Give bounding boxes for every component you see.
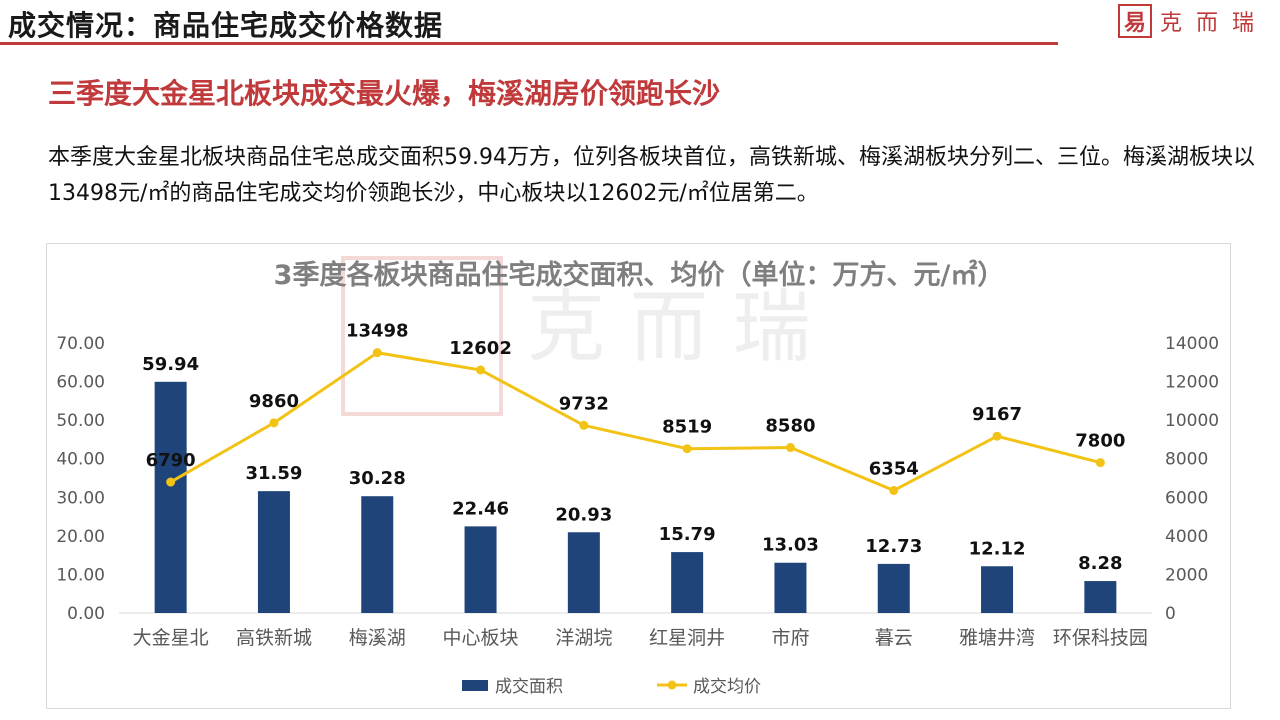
bar-value-label: 12.12 [969, 538, 1026, 559]
bar [774, 562, 807, 613]
price-line [169, 351, 1101, 492]
watermark-seal-icon [341, 256, 503, 416]
price-point [785, 443, 795, 453]
bar-value-label: 59.94 [142, 354, 199, 375]
price-point [372, 348, 382, 358]
y-right-tick-label: 4000 [1165, 527, 1208, 547]
legend-line-marker [667, 680, 677, 690]
price-value-label: 9167 [972, 404, 1022, 425]
bar-value-label: 8.28 [1078, 553, 1122, 574]
y-right-tick-label: 6000 [1165, 488, 1208, 508]
bar-value-label: 22.46 [452, 498, 509, 519]
bar [981, 566, 1014, 613]
x-tick-label: 高铁新城 [236, 627, 312, 649]
y-left-tick-label: 20.00 [56, 527, 105, 547]
y-right-tick-label: 2000 [1165, 565, 1208, 585]
price-value-label: 12602 [449, 338, 512, 359]
y-left-tick-label: 0.00 [67, 604, 105, 624]
price-point [166, 477, 176, 487]
price-point [889, 485, 899, 495]
price-point [992, 431, 1002, 441]
y-right-tick-label: 12000 [1165, 373, 1219, 393]
x-tick-label: 中心板块 [443, 627, 519, 649]
price-value-label: 9732 [559, 393, 609, 414]
bar [257, 491, 290, 613]
x-tick-label: 市府 [771, 627, 809, 649]
y-left-tick-label: 40.00 [56, 450, 105, 470]
x-tick-label: 梅溪湖 [349, 627, 406, 649]
bar [154, 381, 187, 613]
chart-title: 3季度各板块商品住宅成交面积、均价（单位：万方、元/㎡） [274, 259, 1005, 291]
price-point [579, 420, 589, 430]
price-point [1095, 458, 1105, 468]
bar [464, 526, 497, 613]
price-point [476, 365, 486, 375]
price-value-label: 6790 [146, 450, 196, 471]
x-tick-label: 雅塘井湾 [959, 627, 1035, 649]
chart-watermark: 克 而 瑞 [527, 283, 811, 373]
y-left-tick-label: 10.00 [56, 565, 105, 585]
bar [1084, 581, 1117, 613]
price-value-label: 7800 [1075, 431, 1125, 452]
price-value-label: 8580 [765, 416, 815, 437]
x-tick-label: 洋湖垸 [555, 627, 612, 649]
y-left-tick-label: 70.00 [56, 334, 105, 354]
bar-value-label: 30.28 [349, 468, 406, 489]
legend-bar-swatch [462, 680, 488, 691]
brand-logo: 易 克而瑞 [1117, 4, 1268, 38]
legend-bar-label: 成交面积 [495, 677, 563, 697]
legend-line-label: 成交均价 [693, 677, 761, 697]
logo-seal-icon: 易 [1117, 4, 1152, 38]
title-underline [0, 42, 1058, 45]
y-left-tick-label: 30.00 [56, 488, 105, 508]
bar [671, 552, 704, 613]
page-title: 成交情况：商品住宅成交价格数据 [8, 9, 444, 42]
bar [567, 532, 600, 613]
chart-frame: 克 而 瑞 3季度各板块商品住宅成交面积、均价（单位：万方、元/㎡） 0.00 10.… [46, 243, 1231, 709]
bar-value-label: 12.73 [865, 536, 922, 557]
logo-text: 克而瑞 [1159, 11, 1268, 36]
summary-paragraph: 本季度大金星北板块商品住宅总成交面积59.94万方，位列各板块首位，高铁新城、梅… [48, 145, 1255, 206]
price-point [269, 418, 279, 428]
price-point [682, 444, 692, 454]
bar [361, 496, 394, 613]
y-right-tick-label: 14000 [1165, 334, 1219, 354]
bar-value-label: 13.03 [762, 535, 819, 556]
y-left-tick-label: 60.00 [56, 373, 105, 393]
x-tick-label: 暮云 [875, 627, 913, 649]
y-right-tick-label: 10000 [1165, 411, 1219, 431]
x-tick-label: 大金星北 [133, 627, 209, 649]
bar-value-label: 31.59 [245, 463, 302, 484]
y-right-tick-label: 8000 [1165, 450, 1208, 470]
price-value-label: 9860 [249, 391, 299, 412]
y-right-tick-label: 0 [1165, 604, 1176, 624]
x-tick-label: 红星洞井 [649, 627, 725, 649]
bar-value-label: 20.93 [555, 504, 612, 525]
bar [877, 563, 910, 613]
price-value-label: 13498 [346, 321, 409, 342]
bar-value-label: 15.79 [659, 524, 716, 545]
x-tick-label: 环保科技园 [1053, 627, 1148, 649]
price-value-label: 8519 [662, 417, 712, 438]
y-left-tick-label: 50.00 [56, 411, 105, 431]
section-subtitle: 三季度大金星北板块成交最火爆，梅溪湖房价领跑长沙 [48, 77, 721, 110]
price-value-label: 6354 [869, 458, 919, 479]
